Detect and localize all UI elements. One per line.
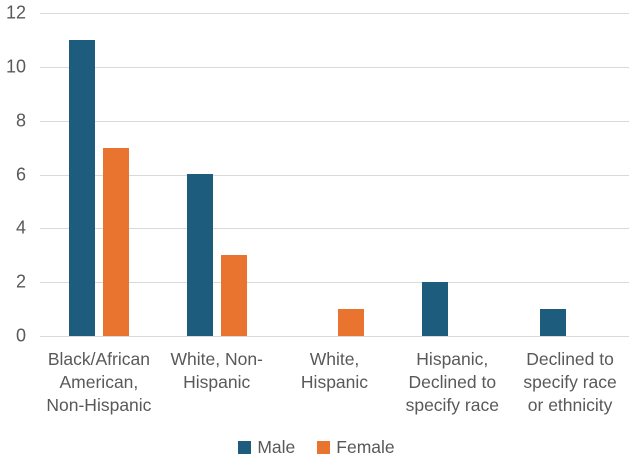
bar-group — [158, 13, 276, 336]
legend-item-female: Female — [317, 437, 395, 458]
bar-group — [276, 13, 394, 336]
x-category-label: White, Non- Hispanic — [158, 348, 276, 417]
x-category-label-line: American, — [59, 372, 139, 392]
y-tick-label: 6 — [15, 164, 26, 184]
legend-swatch-icon — [238, 441, 252, 454]
bar-groups — [40, 13, 629, 336]
x-category-label: White, Hispanic — [276, 348, 394, 417]
bar-male — [422, 282, 449, 336]
bar-male — [540, 309, 567, 336]
y-tick-label: 12 — [5, 2, 26, 23]
gridline-y-10 — [40, 66, 629, 68]
x-category-label: Hispanic, Declined to specify race — [393, 348, 511, 417]
x-category-label-line: Hispanic — [183, 372, 251, 392]
y-tick-label: 10 — [5, 56, 26, 77]
x-category-label: Black/African American, Non-Hispanic — [40, 348, 158, 417]
y-tick-label: 0 — [15, 325, 26, 346]
x-category-label-line: Non-Hispanic — [46, 395, 152, 415]
bar-male — [186, 174, 213, 336]
bar-group — [511, 13, 629, 336]
x-category-label-line: Black/African — [47, 349, 150, 369]
gridline-y-12 — [40, 13, 629, 14]
bar-female — [338, 309, 365, 336]
y-tick-label: 4 — [15, 217, 26, 238]
x-category-label: Declined to specify race or ethnicity — [511, 348, 629, 417]
x-category-label-line: Declined to — [526, 349, 614, 369]
y-axis: 0 2 4 6 8 10 12 — [0, 0, 30, 380]
gridline-y-2 — [40, 282, 629, 284]
x-category-label-line: Hispanic, — [416, 349, 489, 369]
gridline-y-6 — [40, 174, 629, 176]
legend-label: Male — [257, 437, 296, 457]
bar-group — [393, 13, 511, 336]
legend-item-male: Male — [238, 437, 295, 458]
legend: Male Female — [0, 437, 633, 458]
gridline-y-8 — [40, 120, 629, 122]
legend-swatch-icon — [317, 441, 331, 454]
bar-group — [40, 13, 158, 336]
gridline-y-4 — [40, 228, 629, 230]
x-category-label-line: specify race — [405, 395, 499, 415]
plot-area — [40, 13, 629, 337]
x-category-label-line: White, Non- — [170, 349, 263, 369]
bar-female — [102, 148, 129, 336]
x-category-label-line: Hispanic — [300, 372, 369, 392]
x-category-label-line: specify race — [523, 372, 617, 392]
y-tick-label: 8 — [15, 110, 26, 131]
x-category-label-line: White, — [309, 349, 360, 369]
x-axis-category-labels: Black/African American, Non-Hispanic White,… — [40, 348, 629, 417]
legend-label: Female — [336, 437, 395, 457]
x-category-label-line: Declined to — [408, 372, 497, 392]
gridline-y-0 — [40, 336, 629, 337]
bar-male — [68, 40, 95, 336]
x-category-label-line: or ethnicity — [527, 395, 613, 415]
bar-female — [220, 255, 247, 336]
y-tick-label: 2 — [15, 271, 26, 292]
